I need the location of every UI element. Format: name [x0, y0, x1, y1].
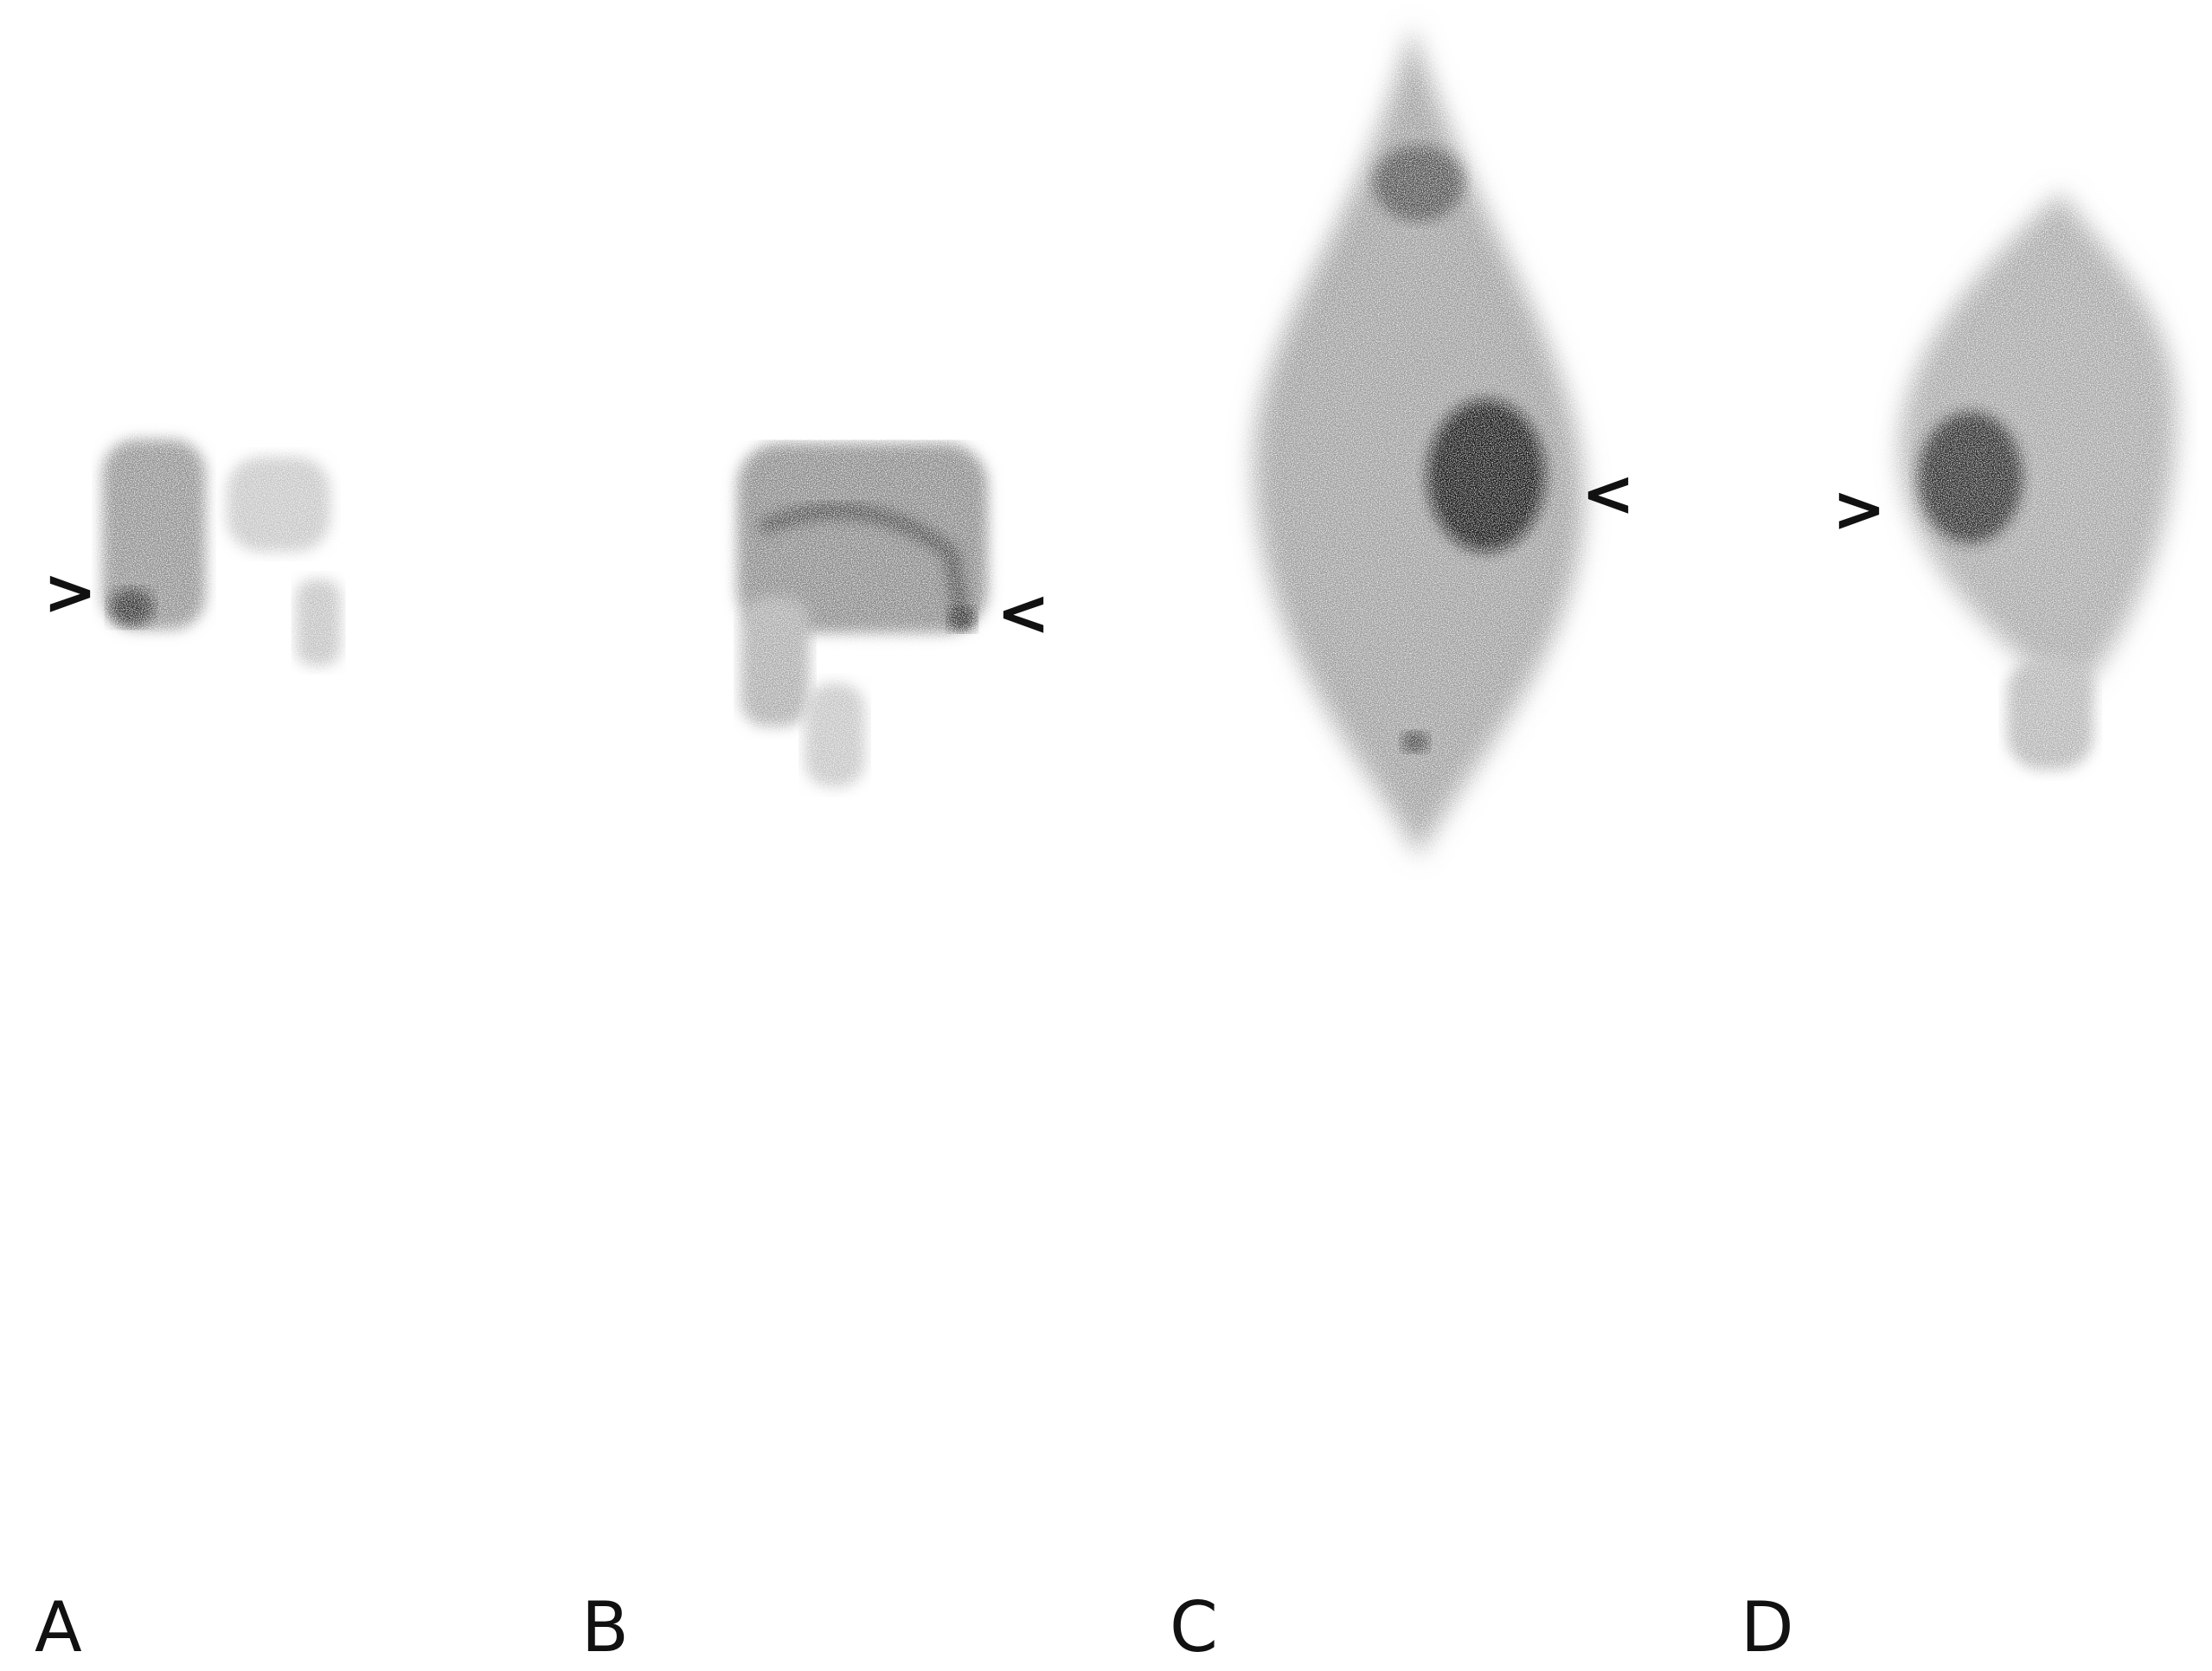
- panel-d-arrow: >: [1832, 472, 1887, 547]
- panel-a-label: A: [35, 1587, 82, 1668]
- panel-c-arrow: <: [1581, 457, 1636, 531]
- panel-b-arrow: <: [997, 576, 1051, 650]
- panel-b-label: B: [581, 1587, 629, 1668]
- panel-c-image: [1253, 26, 1584, 856]
- panel-c-label: C: [1170, 1587, 1218, 1668]
- panel-a-arrow: >: [43, 555, 98, 630]
- panel-d-label: D: [1741, 1587, 1794, 1668]
- panel-d-image: [1900, 192, 2177, 770]
- panel-b-image: [737, 443, 988, 787]
- panel-a-image: [102, 439, 341, 666]
